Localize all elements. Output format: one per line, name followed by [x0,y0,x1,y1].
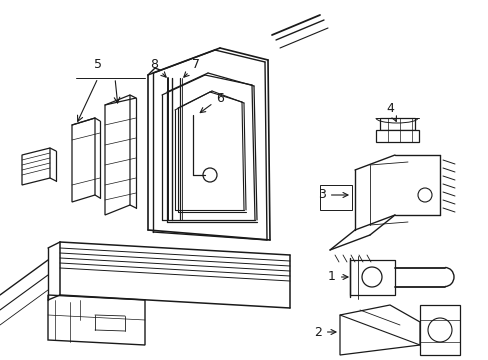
Polygon shape [105,95,130,215]
Text: 7: 7 [183,58,200,77]
Text: 5: 5 [94,58,102,72]
Text: 8: 8 [150,58,166,77]
Polygon shape [375,130,418,142]
Polygon shape [319,185,351,210]
Text: 3: 3 [317,189,347,202]
Polygon shape [379,118,414,130]
Text: 1: 1 [327,270,347,284]
Text: 2: 2 [313,325,335,338]
Polygon shape [22,148,50,185]
Polygon shape [349,260,394,295]
Polygon shape [48,295,145,345]
Polygon shape [72,118,95,202]
Polygon shape [419,305,459,355]
Circle shape [361,267,381,287]
Text: 4: 4 [385,102,396,121]
Polygon shape [339,305,419,355]
Circle shape [417,188,431,202]
Circle shape [427,318,451,342]
Circle shape [203,168,217,182]
Text: 6: 6 [200,91,224,113]
